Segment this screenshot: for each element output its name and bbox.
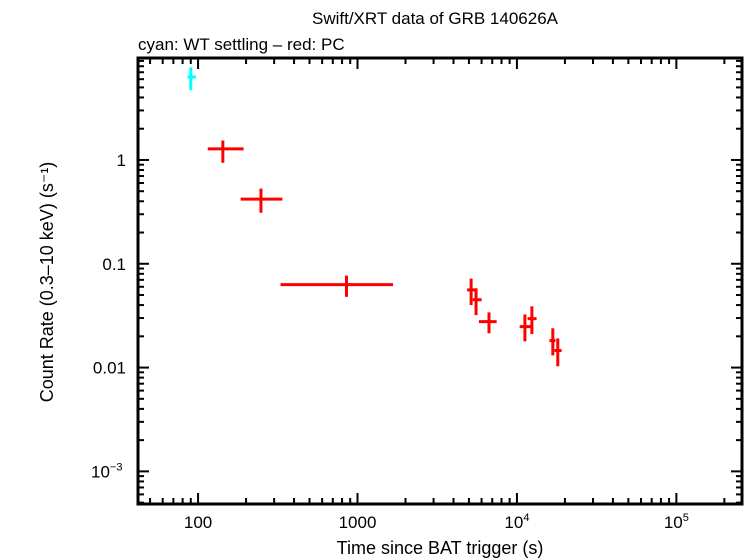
y-tick-exponent: −3	[110, 461, 123, 473]
data-point-pc	[478, 312, 497, 334]
x-tick-label: 100	[184, 513, 212, 532]
plot-frame	[136, 56, 744, 506]
chart-title: Swift/XRT data of GRB 140626A	[312, 9, 559, 28]
x-tick-label: 105	[664, 512, 689, 532]
data-point-pc	[280, 275, 394, 297]
data-point-pc	[472, 288, 482, 316]
y-tick-label: 1	[117, 151, 126, 170]
x-tick-exponent: 4	[523, 512, 529, 524]
data-point-pc	[207, 140, 244, 163]
chart-subtitle: cyan: WT settling – red: PC	[138, 35, 345, 54]
data-point-wt	[187, 67, 196, 91]
x-axis-label: Time since BAT trigger (s)	[337, 538, 544, 558]
data-point-pc	[519, 314, 531, 342]
data-point-pc	[554, 338, 562, 367]
y-axis-label: Count Rate (0.3–10 keV) (s⁻¹)	[37, 162, 57, 403]
y-tick-label: 10−3	[91, 461, 122, 481]
x-tick-exponent: 5	[683, 512, 689, 524]
x-tick-label: 1000	[339, 513, 377, 532]
y-tick-label: 0.1	[102, 255, 126, 274]
data-point-pc	[240, 188, 283, 213]
y-tick-label: 0.01	[93, 359, 126, 378]
data-point-pc	[527, 306, 537, 335]
x-tick-label: 104	[504, 512, 529, 532]
data-point-pc	[549, 328, 556, 356]
